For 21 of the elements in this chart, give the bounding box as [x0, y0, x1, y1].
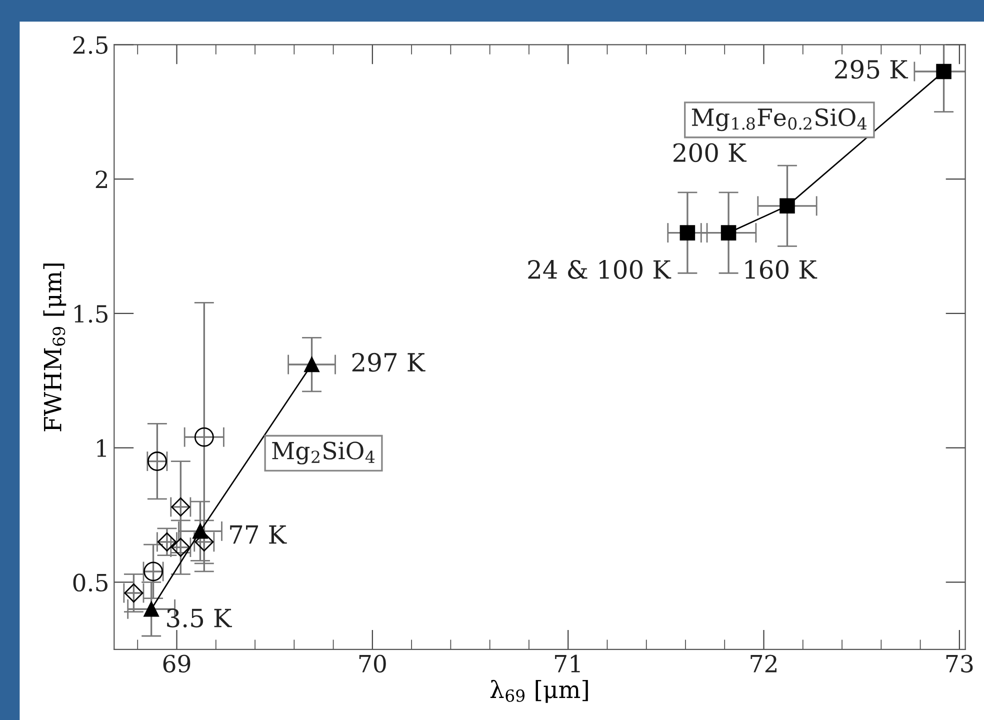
annotation: 24 & 100 K [528, 260, 672, 279]
x-axis-title: λ$_{69}$ [μm] [490, 680, 588, 703]
x-tick-label: 72 [750, 654, 776, 672]
annotation: 200 K [674, 143, 747, 162]
annotation: 77 K [230, 525, 287, 544]
x-tick-label: 71 [555, 654, 580, 672]
x-tick-label: 70 [359, 654, 386, 673]
annotation: 3.5 K [167, 608, 232, 628]
annotation: 295 K [835, 60, 908, 79]
annotation: 160 K [745, 260, 818, 279]
y-tick-label: 2 [96, 170, 107, 188]
y-tick-label: 2.5 [73, 36, 108, 54]
y-tick-label: 0.5 [73, 574, 108, 592]
annotation: Mg$_{2}$SiO$_{4}$ [272, 442, 375, 464]
x-tick-label: 73 [946, 654, 973, 673]
x-tick-label: 69 [163, 654, 190, 673]
annotation: Mg$_{1.8}$Fe$_{0.2}$SiO$_{4}$ [692, 108, 867, 132]
y-axis-title: FWHM$_{69}$ [μm] [43, 264, 66, 432]
y-tick-label: 1 [97, 439, 106, 457]
y-tick-label: 1.5 [74, 304, 108, 323]
annotation: 297 K [352, 352, 426, 372]
